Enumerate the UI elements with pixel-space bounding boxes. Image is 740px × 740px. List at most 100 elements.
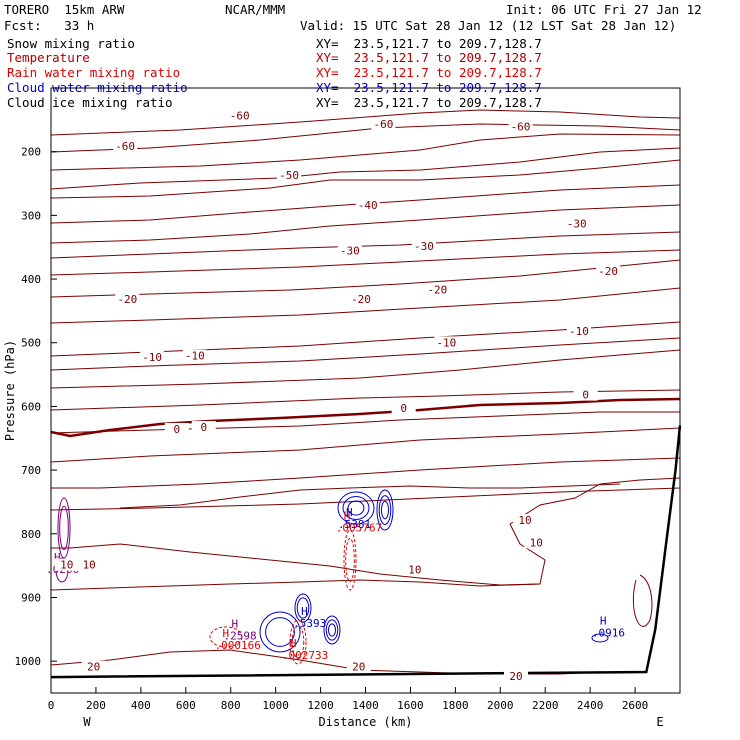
temperature-contour-label: 0 (200, 421, 207, 434)
x-tick-label: 1800 (442, 699, 469, 712)
isotherm-line (50, 411, 680, 434)
temperature-contour-label: 20 (352, 661, 365, 674)
cloud-water-contour (323, 615, 341, 645)
cloud-water-contour (337, 491, 375, 525)
y-axis-title: Pressure (hPa) (3, 340, 17, 441)
y-tick-label: 1000 (15, 655, 42, 668)
isotherm-line (50, 147, 681, 190)
header-org: NCAR/MMM (225, 2, 286, 17)
cloud-ice-contour (57, 497, 71, 559)
terrain-surface-line (50, 425, 682, 679)
contour-label-bg (402, 563, 427, 576)
contour-label-bg (573, 388, 598, 401)
isotherm-line (50, 579, 541, 591)
isotherm-line (50, 231, 681, 259)
temperature-contour-label: -10 (569, 325, 589, 338)
x-axis-title: Distance (km) (319, 715, 413, 729)
y-tick-label: 900 (21, 591, 41, 604)
temperature-contour-label: -10 (185, 350, 205, 363)
contour-label-bg (508, 120, 533, 133)
temperature-contour-label: -10 (436, 336, 456, 349)
x-tick-label: 2400 (577, 699, 604, 712)
east-end-label: E (656, 715, 663, 729)
x-tick-label: 1600 (397, 699, 424, 712)
cloud-water-contour (325, 619, 339, 641)
isotherm-line (50, 184, 681, 224)
isotherm-line (50, 109, 681, 136)
header-fcst: Fcst: 33 h (4, 18, 95, 33)
isotherm-line (50, 487, 681, 511)
temperature-contour-label: -20 (427, 284, 447, 297)
contour-label-bg (564, 217, 589, 230)
temperature-contour-label: -40 (358, 199, 378, 212)
temperature-contour-label: 20 (87, 661, 100, 674)
field-xy-snow: XY= 23.5,121.7 to 209.7,128.7 (316, 36, 542, 51)
isotherm-line (50, 159, 681, 199)
cloud-water-contour (327, 623, 337, 637)
moisture-contours (55, 489, 609, 665)
y-tick-label: 700 (21, 464, 41, 477)
y-tick-label: 800 (21, 528, 41, 541)
x-tick-label: 800 (221, 699, 241, 712)
temperature-contour-label: 10 (60, 559, 73, 572)
field-label-snow: Snow mixing ratio (7, 36, 135, 51)
isotherm-line (119, 483, 621, 509)
cloud-ice-contour (59, 505, 69, 551)
contour-label-bg (277, 168, 302, 181)
x-tick-label: 600 (176, 699, 196, 712)
contour-label-bg (337, 244, 362, 257)
contour-label-bg (391, 401, 416, 414)
contour-label-bg (113, 140, 138, 153)
contour-label-bg (54, 558, 79, 571)
contour-label-bg (164, 422, 189, 435)
isotherm-line (50, 123, 681, 153)
y-tick-label: 600 (21, 400, 41, 413)
temperature-contour-label: -30 (567, 217, 587, 230)
x-tick-label: 1200 (307, 699, 334, 712)
contour-label-bg (81, 660, 106, 673)
cloud-water-contour (294, 593, 312, 623)
header-valid: Valid: 15 UTC Sat 28 Jan 12 (12 LST Sat … (300, 18, 677, 33)
isotherm-line (50, 349, 681, 389)
temperature-contour-label: -10 (142, 351, 162, 364)
rain-water-contour (345, 537, 355, 583)
rain-water-contour (289, 619, 307, 665)
contour-label-bg (512, 514, 537, 527)
field-label-rain: Rain water mixing ratio (7, 65, 181, 80)
temperature-contour-label: -20 (351, 293, 371, 306)
temperature-contour-label: -20 (117, 293, 137, 306)
temperature-contour-label: 20 (509, 670, 522, 683)
x-tick-label: 0 (48, 699, 55, 712)
contour-label-bg (411, 240, 436, 253)
contour-label-bg (115, 293, 140, 306)
temperature-contour-label: -50 (279, 169, 299, 182)
maximum-marker: H (54, 551, 61, 564)
contour-label-bg (596, 265, 621, 278)
cloud-water-contour (380, 500, 390, 520)
cloud-water-contour (347, 500, 365, 516)
maximum-value-label: .2598 (223, 630, 256, 643)
x-tick-label: 2200 (532, 699, 559, 712)
temperature-contour-label: -60 (374, 118, 394, 131)
terrain (50, 425, 682, 679)
contour-label-bg (349, 293, 374, 306)
y-tick-label: 500 (21, 337, 41, 350)
contour-label-bg (346, 660, 371, 673)
maximum-marker: H (600, 615, 607, 628)
x-tick-label: 1000 (262, 699, 289, 712)
temperature-contour-label: -30 (340, 245, 360, 258)
isotherm-line (50, 259, 681, 298)
field-xy-cloud-ice: XY= 23.5,121.7 to 209.7,128.7 (316, 95, 542, 110)
field-label-temperature: Temperature (7, 50, 90, 65)
x-tick-label: 400 (131, 699, 151, 712)
cloud-water-contour (342, 495, 370, 521)
temperature-contour-label: 10 (530, 536, 543, 549)
isotherm-line (51, 457, 681, 489)
contour-label-bg (425, 283, 450, 296)
isotherm-closed-line (632, 574, 653, 627)
x-tick-label: 2600 (622, 699, 649, 712)
temperature-contour-label: 10 (408, 564, 421, 577)
x-tick-label: 2000 (487, 699, 514, 712)
isotherm-line (50, 337, 681, 371)
maximum-marker: H (344, 509, 351, 522)
